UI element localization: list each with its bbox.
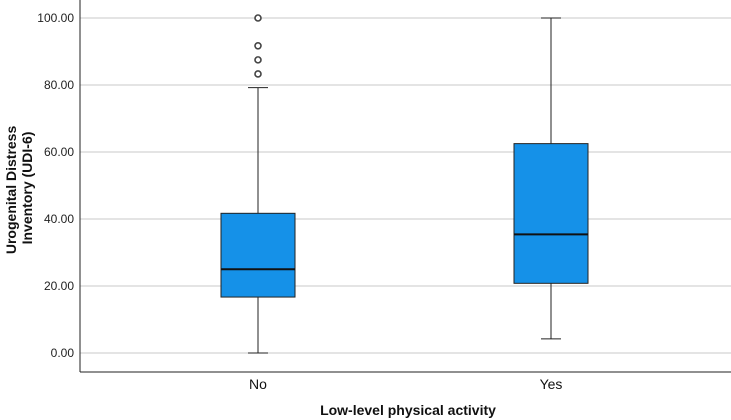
outlier-no-3 xyxy=(254,14,262,22)
y-tick-label-20: 20.00 xyxy=(44,279,74,293)
y-tick-label-100: 100.00 xyxy=(37,11,74,25)
x-axis-title: Low-level physical activity xyxy=(320,402,496,418)
y-axis-title: Urogenital Distress Inventory (UDI-6) xyxy=(3,122,35,254)
box-no xyxy=(220,212,296,298)
y-tick-labels: 0.00 20.00 40.00 60.00 80.00 100.00 xyxy=(37,11,74,360)
y-tick-label-40: 40.00 xyxy=(44,212,74,226)
outlier-no-0 xyxy=(254,70,262,78)
x-category-label-yes: Yes xyxy=(540,376,563,392)
x-category-labels: No Yes xyxy=(249,376,562,392)
x-category-label-no: No xyxy=(249,376,267,392)
outlier-no-2 xyxy=(254,42,262,50)
box-yes xyxy=(513,143,589,284)
y-axis-title-line-1: Urogenital Distress xyxy=(3,126,19,255)
y-tick-label-60: 60.00 xyxy=(44,145,74,159)
outlier-no-1 xyxy=(254,56,262,64)
box-group-no xyxy=(220,14,296,354)
box-series xyxy=(220,14,589,354)
grid-lines xyxy=(80,17,731,354)
y-tick-label-80: 80.00 xyxy=(44,78,74,92)
y-tick-label-0: 0.00 xyxy=(51,346,75,360)
box-group-yes xyxy=(513,17,589,340)
y-axis-title-line-2: Inventory (UDI-6) xyxy=(19,132,35,245)
